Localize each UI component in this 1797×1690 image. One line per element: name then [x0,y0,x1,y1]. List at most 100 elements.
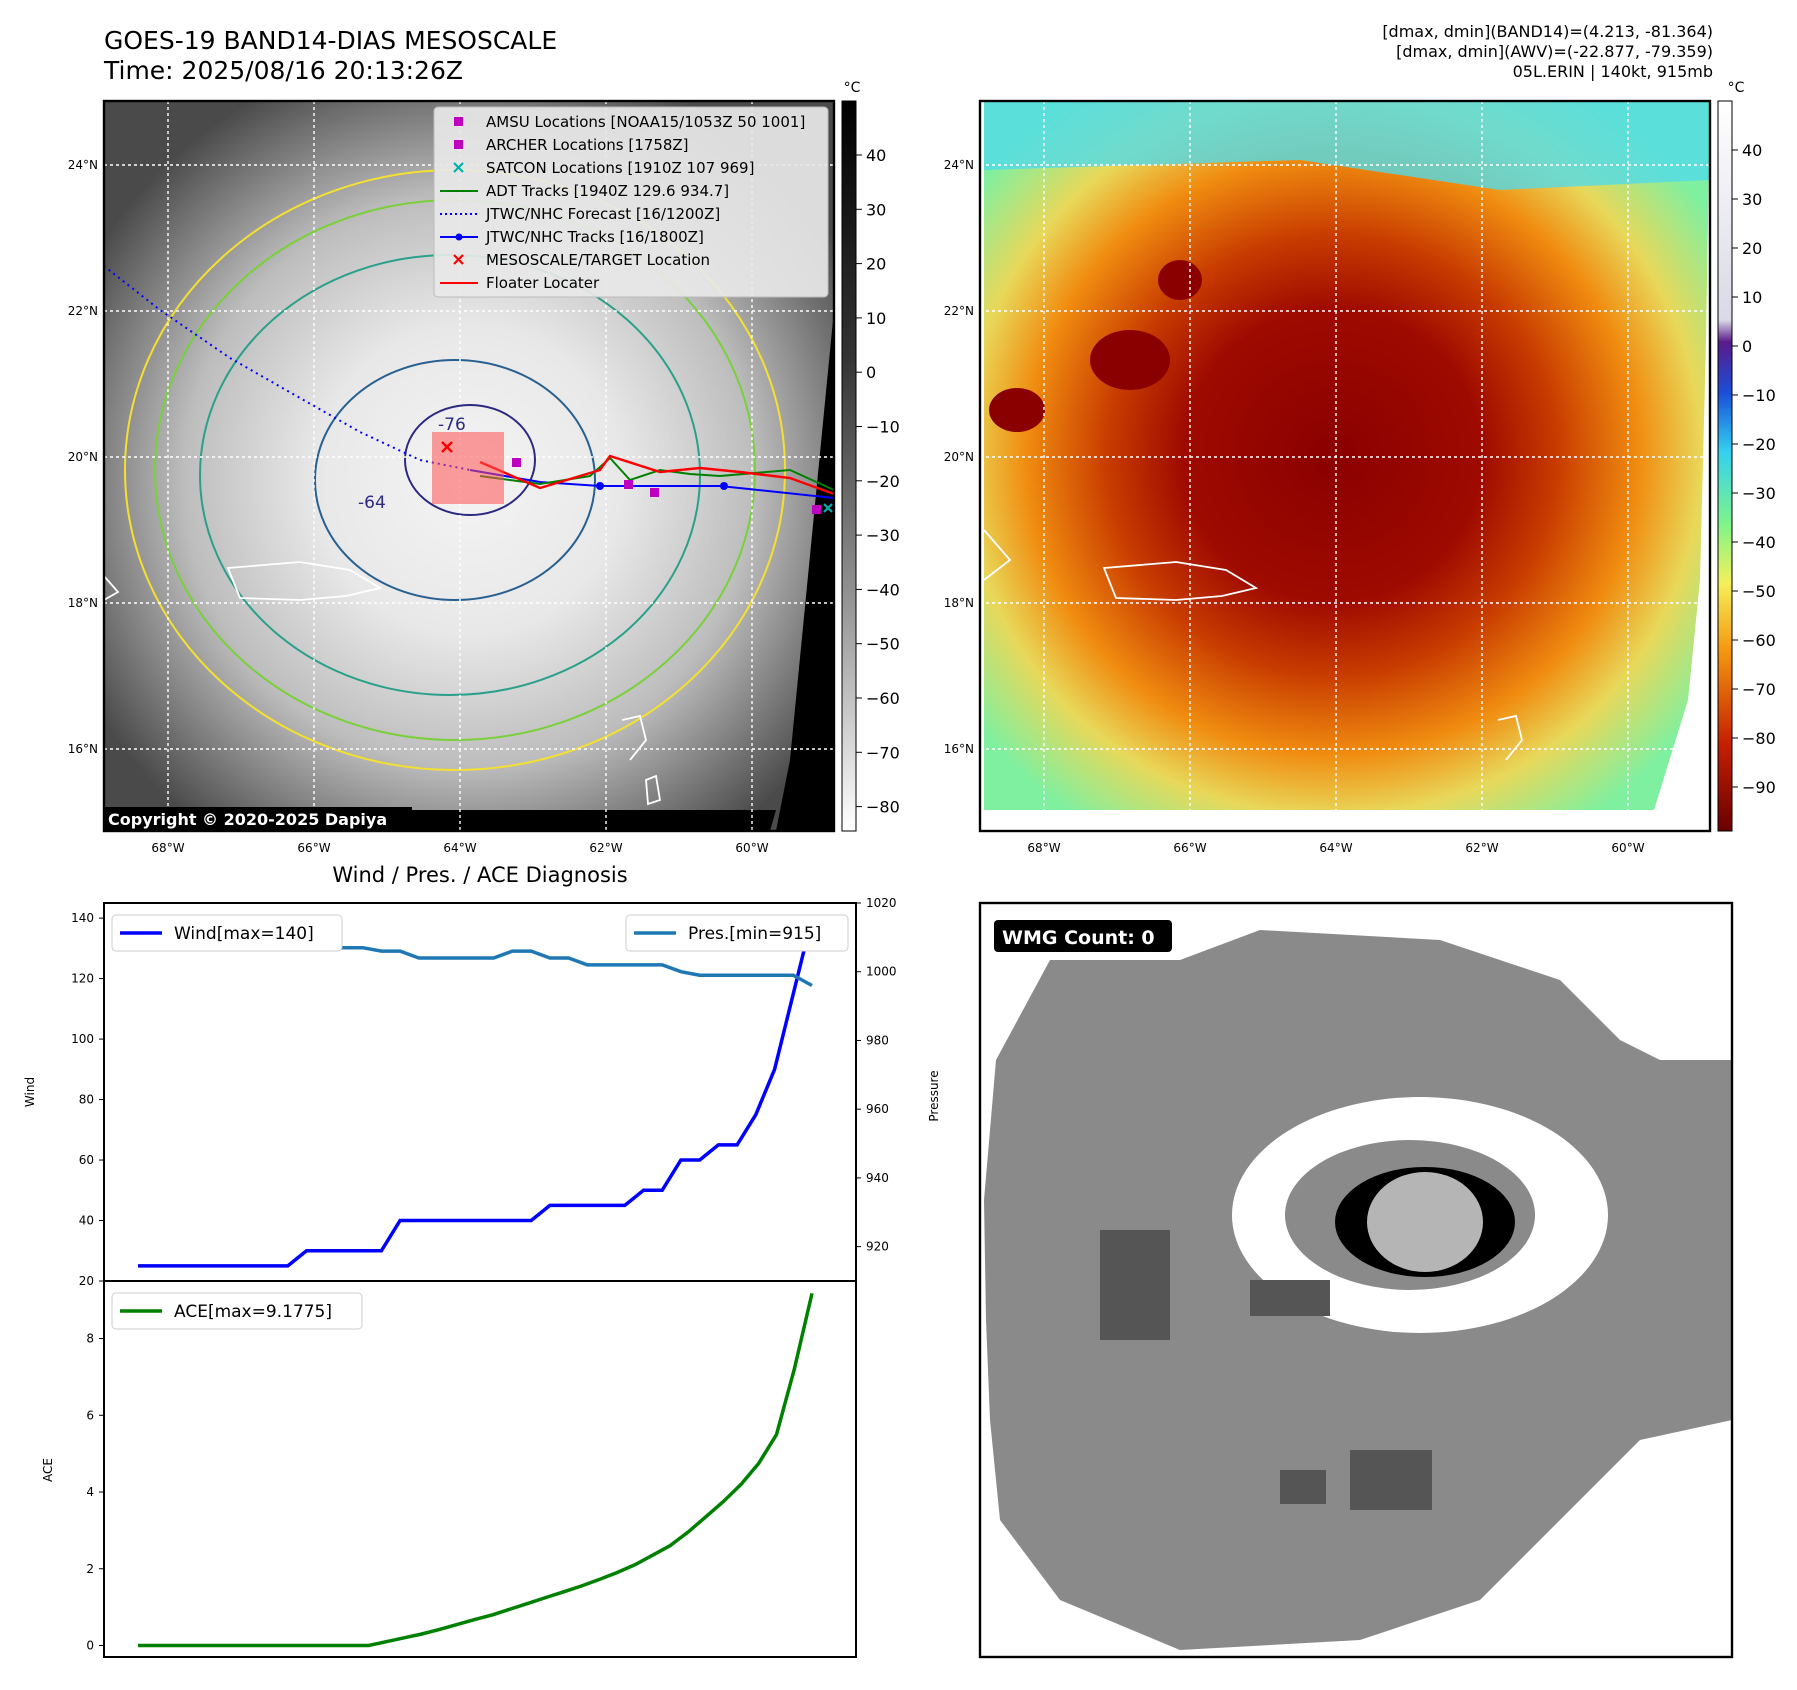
contour-label: -76 [438,415,466,435]
legend-marker [453,254,464,265]
colorbar-tick-label: 20 [866,255,886,274]
colorbar-tick-label: −70 [866,743,900,762]
pressure-tick-labels: 920 940 960 980 1000 1020 [856,896,897,1254]
legend-row: Floater Locater [440,274,600,292]
wind-tick-label: 120 [71,972,94,986]
lon-label: 60°W [735,841,768,855]
colorbar-tick-label: 40 [1742,141,1762,160]
legend-marker-dot [455,233,463,241]
lat-label: 22°N [944,304,974,318]
archer-marker [512,458,521,467]
wind-tick-label: 60 [79,1153,94,1167]
contour-label: -64 [358,493,386,513]
band14-colorbar-ticks: 40 30 20 10 0 −10 −20 −30 −40 −50 −60 −70 −80 [856,146,900,817]
lat-label: 22°N [68,304,98,318]
pressure-tick-label: 940 [866,1171,889,1185]
lat-label: 16°N [68,742,98,756]
legend-row: AMSU Locations [NOAA15/1053Z 50 1001] [454,113,805,131]
awv-cold-blobs [989,260,1202,432]
puerto-rico-outline [226,561,383,601]
legend-row: SATCON Locations [1910Z 107 969] [453,159,754,177]
colorbar-tick-label: 10 [1742,288,1762,307]
amsu-marker [624,480,633,489]
colorbar-tick-label: −40 [866,580,900,599]
ace-legend-label: ACE[max=9.1775] [174,1302,332,1322]
legend-label: Floater Locater [486,274,600,292]
ace-series-group [138,1293,814,1648]
wmg-dark-cells [1100,1230,1432,1510]
chart-title: Wind / Pres. / ACE Diagnosis [332,863,627,887]
wind-tick-label: 100 [71,1032,94,1046]
legend-row: ADT Tracks [1940Z 129.6 934.7] [440,182,729,200]
band14-legend: AMSU Locations [NOAA15/1053Z 50 1001] ARC… [433,106,829,298]
legend-label: SATCON Locations [1910Z 107 969] [486,159,754,177]
wind-tick-label: 20 [79,1274,94,1288]
colorbar-tick-label: −80 [1742,729,1776,748]
pressure-tick-label: 960 [866,1102,889,1116]
hispaniola-outline [983,529,1012,581]
pres-legend-box [625,914,849,952]
amsu-marker [812,505,821,514]
best-track-point [720,482,728,490]
ace-tick-label: 6 [86,1408,94,1422]
colorbar-tick-label: −60 [866,689,900,708]
colorbar-tick-label: −50 [1742,582,1776,601]
legend-label: MESOSCALE/TARGET Location [486,251,710,269]
awv-colorbar-ticks: 40 30 20 10 0 −10 −20 −30 −40 −50 −60 −70 −80 −90 [1732,141,1776,797]
band14-colorbar [841,100,857,832]
legend-box [433,106,829,298]
pressure-tick-label: 920 [866,1240,889,1254]
colorbar-tick-label: −60 [1742,631,1776,650]
lon-label: 68°W [1027,841,1060,855]
wind-legend-box [111,914,343,952]
ace-tick-labels: 0 2 4 6 8 [86,1332,104,1652]
lat-label: 24°N [944,158,974,172]
colorbar-unit: °C [844,80,861,96]
legend-row: MESOSCALE/TARGET Location [453,251,710,269]
wind-pres-axes [103,902,857,1282]
awv-colorbar [1717,100,1733,832]
lon-label: 68°W [151,841,184,855]
colorbar-tick-label: −70 [1742,680,1776,699]
wmg-badge-box [994,920,1172,952]
colorbar-tick-label: 30 [1742,190,1762,209]
lat-label: 24°N [68,158,98,172]
colorbar-tick-label: −30 [1742,484,1776,503]
awv-map-panel: 24°N 22°N 20°N 18°N 16°N 68°W 66°W 64°W … [944,80,1776,855]
lat-label: 18°N [68,596,98,610]
awv-lon-labels: 68°W 66°W 64°W 62°W 60°W [1027,841,1644,855]
lon-label: 66°W [1173,841,1206,855]
wind-tick-labels: 20 40 60 80 100 120 140 [71,911,104,1288]
legend-label: AMSU Locations [NOAA15/1053Z 50 1001] [486,113,805,131]
awv-lat-labels: 24°N 22°N 20°N 18°N 16°N [944,158,974,756]
wmg-eye [1367,1172,1483,1272]
lat-label: 20°N [944,450,974,464]
stats-line-1: [dmax, dmin](BAND14)=(4.213, -81.364) [1382,22,1713,41]
band14-nodata-area [776,310,834,831]
wind-axis-label: Wind [23,1077,37,1107]
colorbar-tick-label: −20 [866,472,900,491]
legend-marker [454,117,463,126]
wmg-badge: WMG Count: 0 [1002,927,1155,949]
pressure-tick-label: 1020 [866,896,897,910]
ace-tick-label: 4 [86,1485,94,1499]
colorbar-tick-label: 0 [866,363,876,382]
target-marker [441,441,453,453]
diagnosis-chart-panel: Wind / Pres. / ACE Diagnosis Wind Pressu… [23,863,941,1658]
legend-rows: AMSU Locations [NOAA15/1053Z 50 1001] ARC… [440,113,805,292]
lon-label: 60°W [1611,841,1644,855]
awv-moist-band [984,101,1710,190]
colorbar-tick-label: −50 [866,635,900,654]
legend-label: ADT Tracks [1940Z 129.6 934.7] [486,182,729,200]
wmg-frame [978,901,1734,1659]
wind-tick-label: 140 [71,911,94,925]
lon-label: 62°W [1465,841,1498,855]
lon-label: 66°W [297,841,330,855]
colorbar-tick-label: 0 [1742,337,1752,356]
ace-axes [103,1280,857,1658]
title-line-2: Time: 2025/08/16 20:13:26Z [104,56,463,85]
figure-title: GOES-19 BAND14-DIAS MESOSCALE Time: 2025/… [104,26,557,86]
ace-tick-label: 8 [86,1332,94,1346]
lat-label: 16°N [944,742,974,756]
colorbar-tick-label: −10 [866,418,900,437]
